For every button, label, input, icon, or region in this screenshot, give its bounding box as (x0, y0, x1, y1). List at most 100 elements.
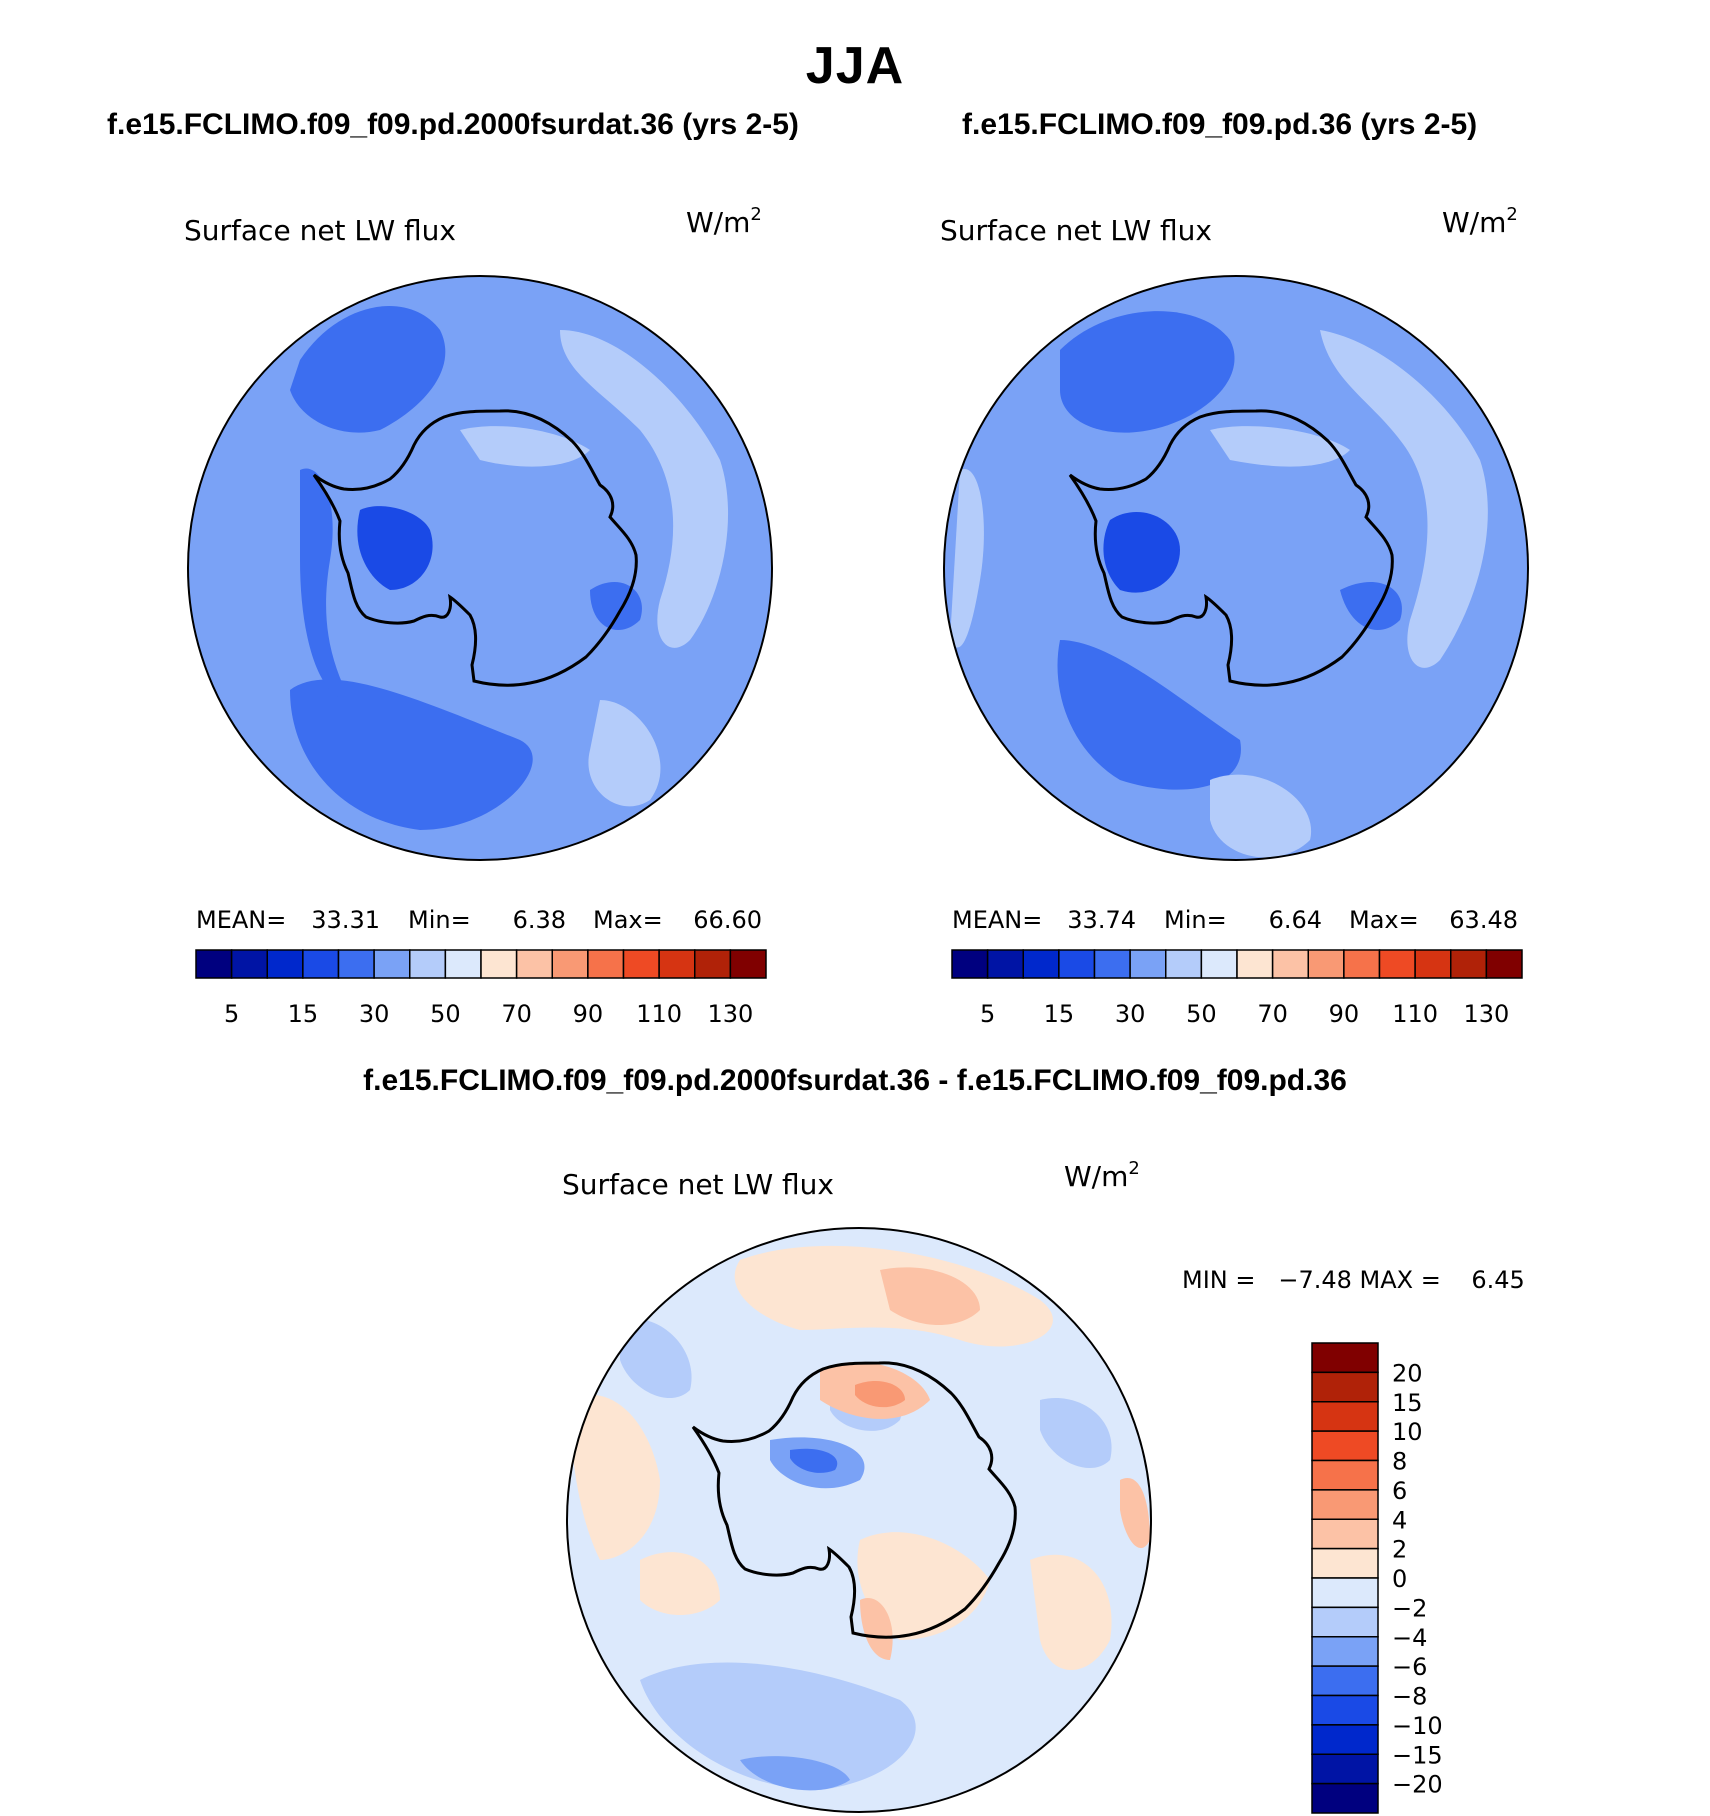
right-colorbar-box (1129, 949, 1167, 979)
right-colorbar-box (1022, 949, 1060, 979)
diff-map-negative-region (640, 1662, 916, 1790)
diff-colorbar-box (1311, 1371, 1379, 1403)
right-colorbar-box (1271, 949, 1309, 979)
left-map-light-region (460, 426, 590, 467)
right-map-boundary (943, 275, 1529, 861)
left-map-dark-region (300, 468, 350, 700)
right-case-title: f.e15.FCLIMO.f09_f09.pd.36 (yrs 2-5) (962, 108, 1478, 141)
left-colorbar-label: 90 (573, 1000, 604, 1028)
left-variable-label: Surface net LW flux (184, 214, 456, 247)
left-colorbar-box (515, 949, 553, 979)
right-map-light-region (950, 468, 984, 648)
diff-colorbar-label: −6 (1392, 1653, 1427, 1681)
right-colorbar-label: 70 (1257, 1000, 1288, 1028)
diff-colorbar-box (1311, 1694, 1379, 1726)
left-colorbar-box (658, 949, 696, 979)
right-colorbar-label: 110 (1392, 1000, 1438, 1028)
right-units-label: W/m2 (1442, 204, 1518, 239)
left-colorbar-label: 130 (707, 1000, 753, 1028)
left-colorbar-box (373, 949, 411, 979)
diff-colorbar-label: 8 (1392, 1448, 1407, 1476)
right-colorbar-box (1343, 949, 1381, 979)
right-map-darker-region (1103, 511, 1180, 593)
left-colorbar-box (266, 949, 304, 979)
left-map (188, 276, 772, 860)
diff-colorbar-box (1311, 1459, 1379, 1491)
diff-colorbar-label: −10 (1392, 1712, 1443, 1740)
diff-colorbar-box (1311, 1401, 1379, 1432)
diff-map-ice-positive-region (860, 1598, 893, 1660)
diff-colorbar-box (1311, 1782, 1379, 1814)
diff-map-negative-region (740, 1756, 850, 1791)
diff-colorbar-box (1311, 1489, 1379, 1520)
left-colorbar-label: 15 (288, 1000, 319, 1028)
right-colorbar-box (1378, 949, 1416, 979)
right-map-dark-region (1060, 311, 1235, 433)
left-colorbar-box (444, 949, 482, 979)
diff-colorbar-label: −20 (1392, 1771, 1443, 1799)
right-variable-label: Surface net LW flux (940, 214, 1212, 247)
right-stats-min-value: 6.64 (1269, 906, 1322, 934)
left-colorbar-label: 50 (430, 1000, 461, 1028)
diff-variable-label: Surface net LW flux (562, 1168, 834, 1201)
right-colorbar-box (1414, 949, 1452, 979)
diff-colorbar-label: 15 (1392, 1389, 1423, 1417)
diff-map-negative-region (1040, 1398, 1112, 1469)
left-stats-max-label: Max= (593, 906, 663, 934)
diff-colorbar-label: −2 (1392, 1594, 1427, 1622)
left-map-light-region (588, 700, 661, 807)
left-colorbar-box (729, 949, 767, 979)
right-colorbar-box (986, 949, 1024, 979)
left-colorbar-box (230, 949, 268, 979)
left-map-darker-region (357, 506, 433, 590)
left-map-boundary (187, 275, 773, 861)
right-colorbar-label: 5 (980, 1000, 995, 1028)
left-colorbar-box (302, 949, 340, 979)
difference-map (567, 1228, 1151, 1812)
right-colorbar-box (951, 949, 989, 979)
diff-map-negative-region (620, 1318, 692, 1399)
right-colorbar-box (1165, 949, 1203, 979)
left-stats-min-label: Min= (408, 906, 471, 934)
right-colorbar-box (1200, 949, 1238, 979)
left-colorbar-box (337, 949, 375, 979)
diff-colorbar-label: −4 (1392, 1624, 1427, 1652)
diff-colorbar-label: 0 (1392, 1565, 1407, 1593)
diff-map-positive-region (570, 1394, 660, 1560)
diff-map-positive-region (640, 1552, 720, 1615)
left-units-label: W/m2 (686, 204, 762, 239)
diff-colorbar-box (1311, 1430, 1379, 1462)
left-colorbar-box (195, 949, 233, 979)
right-colorbar-label: 130 (1463, 1000, 1509, 1028)
diff-map-ice-negative-region (790, 1448, 838, 1473)
left-colorbar: 5 15 30 50 70 90 110 130 (195, 949, 767, 1028)
left-stats-mean-label: MEAN= (196, 906, 286, 934)
right-colorbar-box (1093, 949, 1131, 979)
right-map-light-region (1320, 330, 1488, 668)
diff-colorbar-box (1311, 1665, 1379, 1697)
right-colorbar-box (1307, 949, 1345, 979)
diff-colorbar-box (1311, 1724, 1379, 1755)
diff-colorbar-label: −15 (1392, 1741, 1443, 1769)
left-colorbar-box (622, 949, 660, 979)
diff-colorbar-box (1311, 1518, 1379, 1550)
right-colorbar-box (1450, 949, 1488, 979)
right-colorbar-label: 30 (1115, 1000, 1146, 1028)
left-colorbar-label: 70 (501, 1000, 532, 1028)
right-map-light-region (1210, 774, 1312, 858)
left-case-title: f.e15.FCLIMO.f09_f09.pd.2000fsurdat.36 (… (107, 108, 799, 141)
left-colorbar-box (409, 949, 447, 979)
left-colorbar-label: 30 (359, 1000, 390, 1028)
left-colorbar-label: 110 (636, 1000, 682, 1028)
diff-minmax-label: MIN = −7.48 MAX = 6.45 (1182, 1266, 1525, 1294)
left-stats-mean-value: 33.31 (311, 906, 380, 934)
left-colorbar-box (551, 949, 589, 979)
right-map-dark-region (1057, 640, 1241, 790)
diff-colorbar-box (1311, 1753, 1379, 1785)
difference-title: f.e15.FCLIMO.f09_f09.pd.2000fsurdat.36 -… (363, 1064, 1347, 1097)
left-colorbar-label: 5 (224, 1000, 239, 1028)
diff-colorbar-label: 10 (1392, 1418, 1423, 1446)
diff-units-label: W/m2 (1064, 1158, 1140, 1193)
diff-map-boundary (566, 1227, 1152, 1813)
right-colorbar: 5 15 30 50 70 90 110 130 (951, 949, 1523, 1028)
